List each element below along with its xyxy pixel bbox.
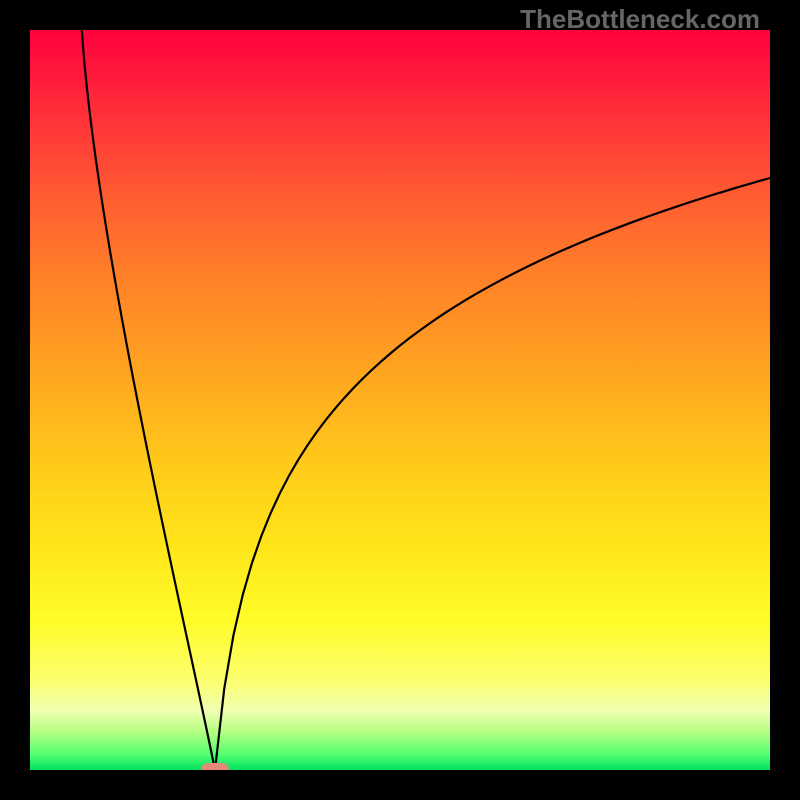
plot-svg [30, 30, 770, 770]
plot-area [30, 30, 770, 770]
optimum-marker [201, 763, 229, 770]
chart-container: TheBottleneck.com [0, 0, 800, 800]
curve-right [215, 178, 770, 770]
curve-left [82, 30, 215, 770]
